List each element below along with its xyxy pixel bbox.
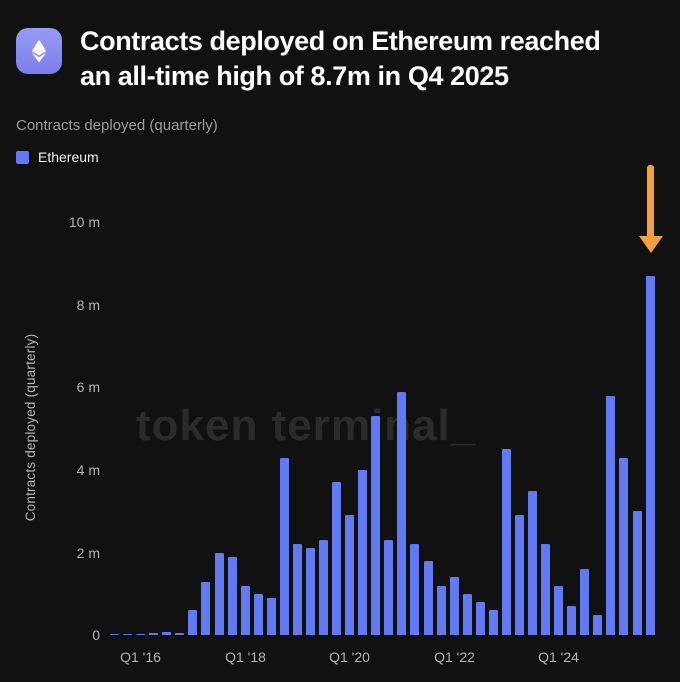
bar — [345, 515, 355, 636]
bar — [501, 449, 511, 636]
bar — [162, 631, 172, 636]
arrow-head — [638, 236, 663, 254]
bar — [266, 598, 276, 636]
y-axis-tick-label: 8 m — [76, 296, 100, 313]
bar — [475, 602, 485, 636]
bar — [332, 482, 342, 636]
y-axis-tick-label: 10 m — [68, 214, 100, 231]
bar — [488, 610, 498, 636]
chart-subtitle: Contracts deployed (quarterly) — [16, 117, 218, 135]
arrow-shaft — [647, 165, 654, 238]
bar — [214, 552, 224, 636]
bar — [136, 633, 146, 636]
plot-area — [110, 222, 655, 636]
bar — [606, 395, 616, 636]
bar — [201, 581, 211, 636]
y-axis-tick-label: 6 m — [76, 379, 100, 396]
bar — [188, 610, 198, 636]
y-axis-tick-label: 0 — [92, 627, 100, 644]
bar — [410, 544, 420, 636]
bar — [593, 614, 603, 636]
bar — [541, 544, 551, 636]
bar — [554, 585, 564, 636]
bar — [645, 275, 655, 636]
highlight-arrow-icon — [638, 165, 663, 254]
bar — [253, 593, 263, 636]
legend: Ethereum — [16, 149, 680, 165]
bar — [619, 457, 629, 636]
bar — [110, 634, 119, 636]
bar — [580, 569, 590, 636]
legend-swatch-ethereum — [16, 150, 29, 164]
bar — [462, 593, 472, 636]
bar — [305, 548, 315, 636]
bar — [436, 585, 446, 636]
bar — [319, 540, 328, 636]
bar — [175, 632, 185, 636]
bar — [449, 577, 459, 636]
y-axis-title: Contracts deployed (quarterly) — [23, 333, 38, 522]
bar — [632, 511, 642, 636]
x-axis-tick-label: Q1 '18 — [225, 649, 266, 666]
x-axis-tick-label: Q1 '20 — [329, 649, 370, 666]
bar — [149, 633, 159, 636]
bar — [397, 391, 407, 636]
x-axis-tick-label: Q1 '24 — [538, 649, 579, 666]
bar — [567, 606, 577, 636]
y-axis-tick-label: 4 m — [76, 461, 100, 478]
x-axis-tick-label: Q1 '22 — [434, 649, 475, 666]
bar — [514, 515, 524, 636]
bar — [123, 633, 133, 636]
title-line-2: an all-time high of 8.7m in Q4 2025 — [80, 61, 509, 92]
bar — [292, 544, 302, 636]
x-axis-tick-label: Q1 '16 — [120, 649, 161, 666]
bar — [358, 470, 368, 636]
ethereum-diamond-glyph — [31, 39, 47, 63]
legend-label-ethereum: Ethereum — [38, 149, 99, 166]
bar — [279, 457, 289, 636]
bar — [240, 585, 250, 636]
header: Contracts deployed on Ethereum reached an… — [0, 0, 680, 94]
y-axis-tick-label: 2 m — [76, 544, 100, 561]
bar — [423, 560, 433, 636]
bar — [371, 416, 381, 636]
bar — [227, 556, 237, 636]
bar — [528, 490, 537, 636]
ethereum-logo-icon — [16, 28, 62, 74]
bar — [384, 540, 394, 636]
title-line-1: Contracts deployed on Ethereum reached — [80, 26, 601, 56]
bar-chart: token terminal_ Contracts deployed (quar… — [0, 165, 680, 682]
page-title: Contracts deployed on Ethereum reached an… — [80, 24, 601, 94]
